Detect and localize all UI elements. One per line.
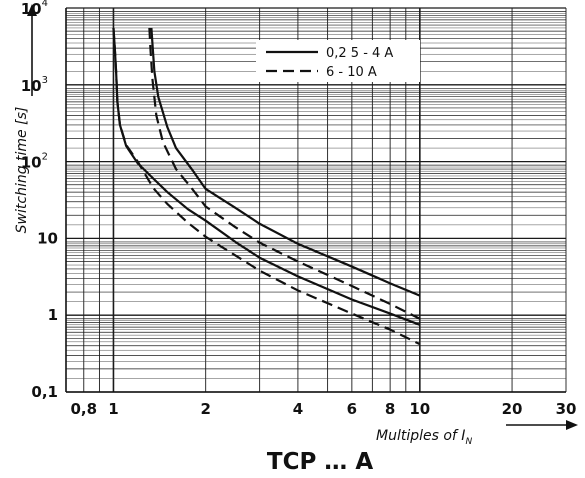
chart-title: TCP … A [267,449,373,475]
axis-layer [27,4,578,430]
x-tick-label: 6 [347,400,357,418]
y-tick-label: 0,1 [31,383,58,401]
y-tick-label: 102 [21,152,48,172]
y-tick-label: 104 [21,0,48,18]
solid-curve-2 [150,27,421,297]
x-tick-label: 20 [502,400,523,418]
legend-box [256,40,420,82]
curve-layer [112,27,421,346]
solid-curve-1 [112,27,421,326]
legend-label: 0,2 5 - 4 A [326,46,393,61]
y-axis-arrowhead [27,4,37,16]
y-tick-label: 10 [37,229,58,247]
x-tick-label: 8 [385,400,395,418]
tick-labels: 0,8 1 2 4 6 8 10 20 30 0,1 1 10 102 103 104 [21,0,577,418]
x-tick-label: 4 [293,400,303,418]
x-axis-label: Multiples of IN [376,428,472,447]
x-tick-label: 10 [409,400,430,418]
dashed-curve-2 [148,27,421,320]
y-tick-label: 1 [48,306,58,324]
legend-label: 6 - 10 A [326,65,377,80]
x-tick-label: 0,8 [70,400,97,418]
x-tick-label: 30 [556,400,577,418]
y-tick-label: 103 [21,75,48,95]
x-tick-label: 1 [108,400,118,418]
y-axis-label: Switching time [s] [14,107,30,234]
x-axis-arrowhead [566,420,578,430]
dashed-curve-1 [112,27,421,346]
x-tick-label: 2 [200,400,210,418]
legend: 0,2 5 - 4 A 6 - 10 A [256,40,420,82]
